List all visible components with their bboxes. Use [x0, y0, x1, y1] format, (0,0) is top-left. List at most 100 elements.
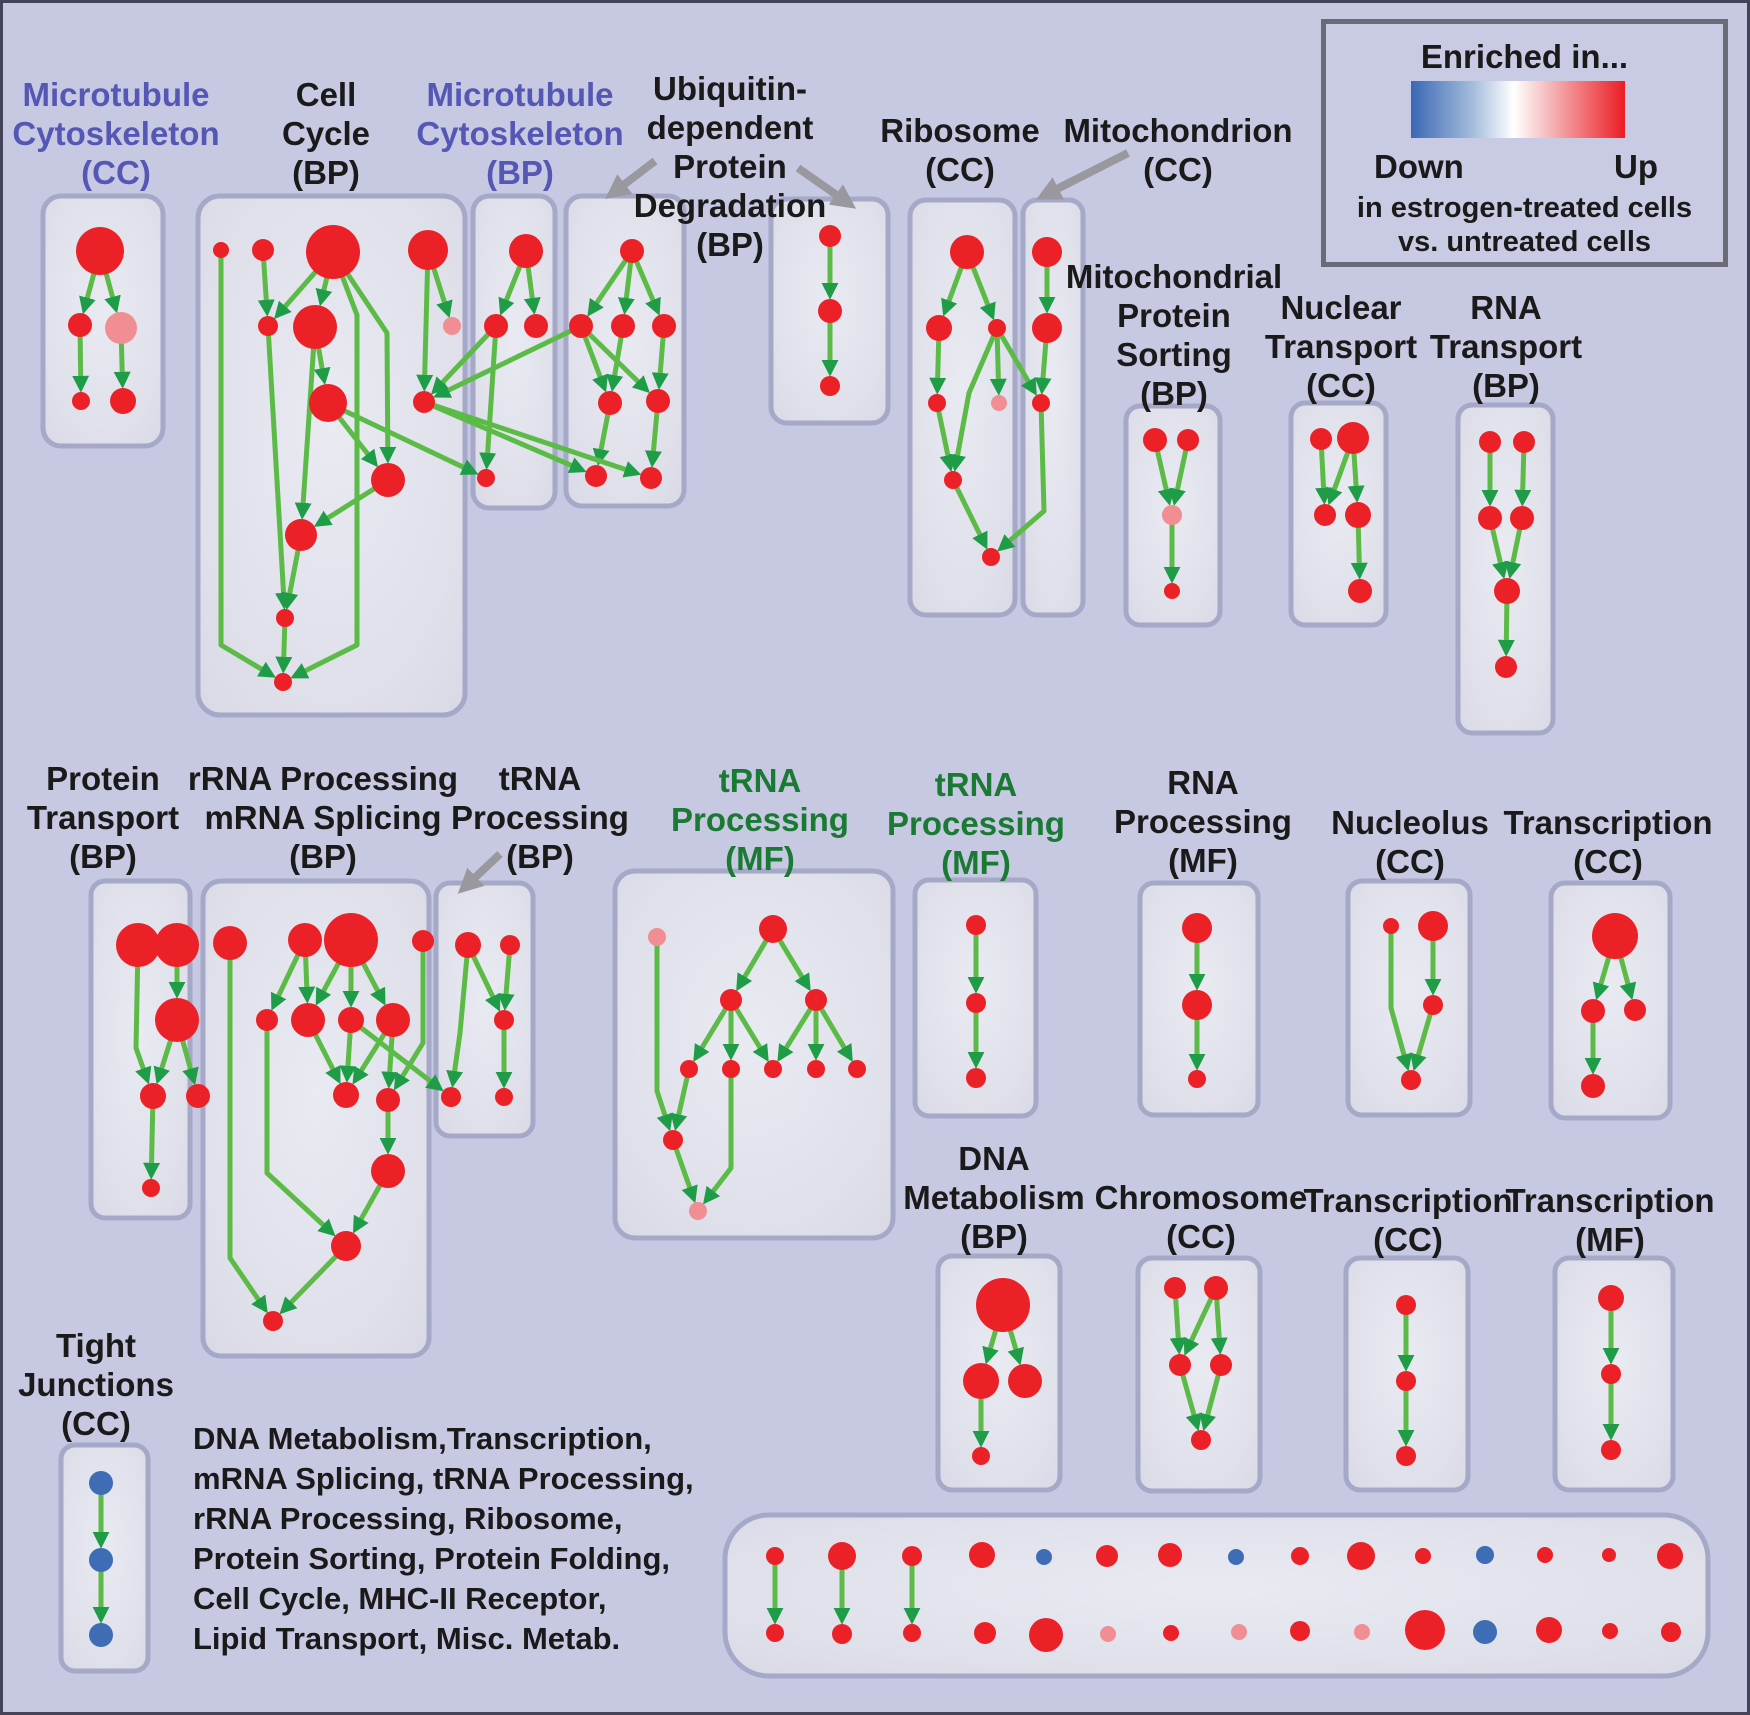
cluster-box-transcription-cc-row2	[1548, 880, 1673, 1121]
edge-mitochondrion-to-ribosome	[997, 402, 1047, 552]
go-term-node	[764, 1060, 782, 1078]
label-line: Cycle	[281, 115, 371, 152]
label-line: Protein	[46, 760, 160, 797]
go-term-node	[274, 673, 292, 691]
go-term-node	[585, 465, 607, 487]
go-term-node	[832, 1624, 852, 1644]
go-term-node	[1158, 1543, 1182, 1567]
go-term-node	[509, 234, 543, 268]
go-term-node	[1347, 1542, 1375, 1570]
label-line: DNA	[958, 1140, 1030, 1177]
go-term-node	[944, 471, 962, 489]
go-term-node	[331, 1231, 361, 1261]
go-term-node	[1495, 656, 1517, 678]
go-term-node	[1143, 428, 1167, 452]
edge-cellcycle-to-microtubulebp	[326, 400, 479, 475]
go-term-node	[1473, 1620, 1497, 1644]
label-line: (BP)	[292, 154, 360, 191]
go-term-node	[72, 392, 90, 410]
go-term-node	[105, 312, 137, 344]
go-term-node	[376, 1088, 400, 1112]
go-term-node	[1602, 1623, 1618, 1639]
go-term-node	[1601, 1364, 1621, 1384]
cluster-label-nuclear-transport-cc: Nuclear Transport (CC)	[1265, 288, 1417, 405]
note-line: DNA Metabolism,Transcription,	[193, 1421, 652, 1456]
go-term-node	[89, 1623, 113, 1647]
edge-ribosome-cc	[949, 327, 1000, 472]
edge-trna-mf-large	[702, 1069, 734, 1205]
go-term-node	[974, 1622, 996, 1644]
go-term-node	[1510, 506, 1534, 530]
go-term-node	[805, 989, 827, 1011]
go-term-node	[293, 305, 337, 349]
go-term-node	[1415, 1548, 1431, 1564]
edge-trna-mf-large	[670, 1139, 698, 1204]
go-term-node	[1188, 1070, 1206, 1088]
edge-ribosome-cc	[989, 327, 1007, 396]
go-term-node	[982, 548, 1000, 566]
go-term-node	[68, 313, 92, 337]
label-line: (CC)	[1143, 151, 1213, 188]
go-term-node	[972, 1447, 990, 1465]
label-line: Junctions	[18, 1366, 174, 1403]
legend: Enriched in... Down Up in estrogen-treat…	[1321, 19, 1728, 267]
go-term-node	[569, 314, 593, 338]
label-line: Mitochondrion	[1063, 112, 1293, 149]
go-term-node	[1191, 1430, 1211, 1450]
go-term-node	[988, 319, 1006, 337]
label-line: (MF)	[1575, 1221, 1645, 1258]
go-term-node	[759, 915, 787, 943]
go-term-node	[186, 1084, 210, 1108]
go-term-node	[969, 1542, 995, 1568]
go-term-node	[819, 225, 841, 247]
edge-cell-cycle	[290, 251, 360, 679]
label-line: (BP)	[696, 226, 764, 263]
go-term-node	[598, 391, 622, 415]
label-line: Sorting	[1116, 336, 1232, 373]
go-term-node	[1592, 913, 1638, 959]
network-figure	[40, 149, 1711, 1679]
go-term-node	[1494, 578, 1520, 604]
cluster-label-mito-protein-sorting-bp: Mitochondrial Protein Sorting (BP)	[1066, 257, 1282, 413]
edge-ubiquitin-bp	[587, 249, 635, 317]
go-term-node	[110, 388, 136, 414]
go-term-node	[213, 926, 247, 960]
cluster-box-dna-metabolism	[935, 1253, 1063, 1493]
edge-trna-mf-large	[670, 1068, 692, 1132]
label-line: Mitochondrial	[1065, 258, 1283, 295]
go-term-node	[1405, 1610, 1445, 1650]
go-term-node	[1096, 1545, 1118, 1567]
label-line: Cytoskeleton	[12, 115, 220, 152]
go-term-node	[966, 1068, 986, 1088]
cluster-label-ribosome-cc: Ribosome (CC)	[880, 111, 1040, 189]
go-term-node	[1476, 1546, 1494, 1564]
label-line: tRNA	[934, 766, 1018, 803]
go-term-node	[1345, 502, 1371, 528]
edge-nucleolus-cc	[1388, 926, 1413, 1072]
cluster-label-trna-processing-mf-2: tRNA Processing (MF)	[887, 765, 1065, 882]
label-line: Transcription	[1505, 1182, 1715, 1219]
legend-down-label: Down	[1374, 148, 1464, 185]
go-term-node	[455, 932, 481, 958]
cluster-label-ubiquitin-degradation-bp: Ubiquitin-dependent Protein Degradation (BP…	[634, 69, 827, 264]
go-term-node	[1177, 429, 1199, 451]
edge-trna-mf-large	[777, 998, 819, 1063]
go-term-node	[1314, 504, 1336, 526]
label-line: (CC)	[1373, 1221, 1443, 1258]
label-line: Microtubule	[22, 76, 210, 113]
go-term-node	[1204, 1276, 1228, 1300]
label-line: Transport	[26, 799, 180, 836]
go-term-node	[258, 316, 278, 336]
label-line: Protein	[673, 148, 787, 185]
go-term-node	[256, 1009, 278, 1031]
edge-rrna-to-trnabp	[349, 1018, 444, 1092]
go-term-node	[722, 1060, 740, 1078]
cluster-box-chromosome-cc	[1135, 1255, 1263, 1494]
label-line: (CC)	[1573, 843, 1643, 880]
go-term-node	[1029, 1618, 1063, 1652]
label-line: Chromosome	[1094, 1179, 1308, 1216]
go-term-node	[1008, 1364, 1042, 1398]
edge-microtubule-bp	[479, 325, 499, 470]
legend-gradient-bar	[1411, 81, 1625, 138]
